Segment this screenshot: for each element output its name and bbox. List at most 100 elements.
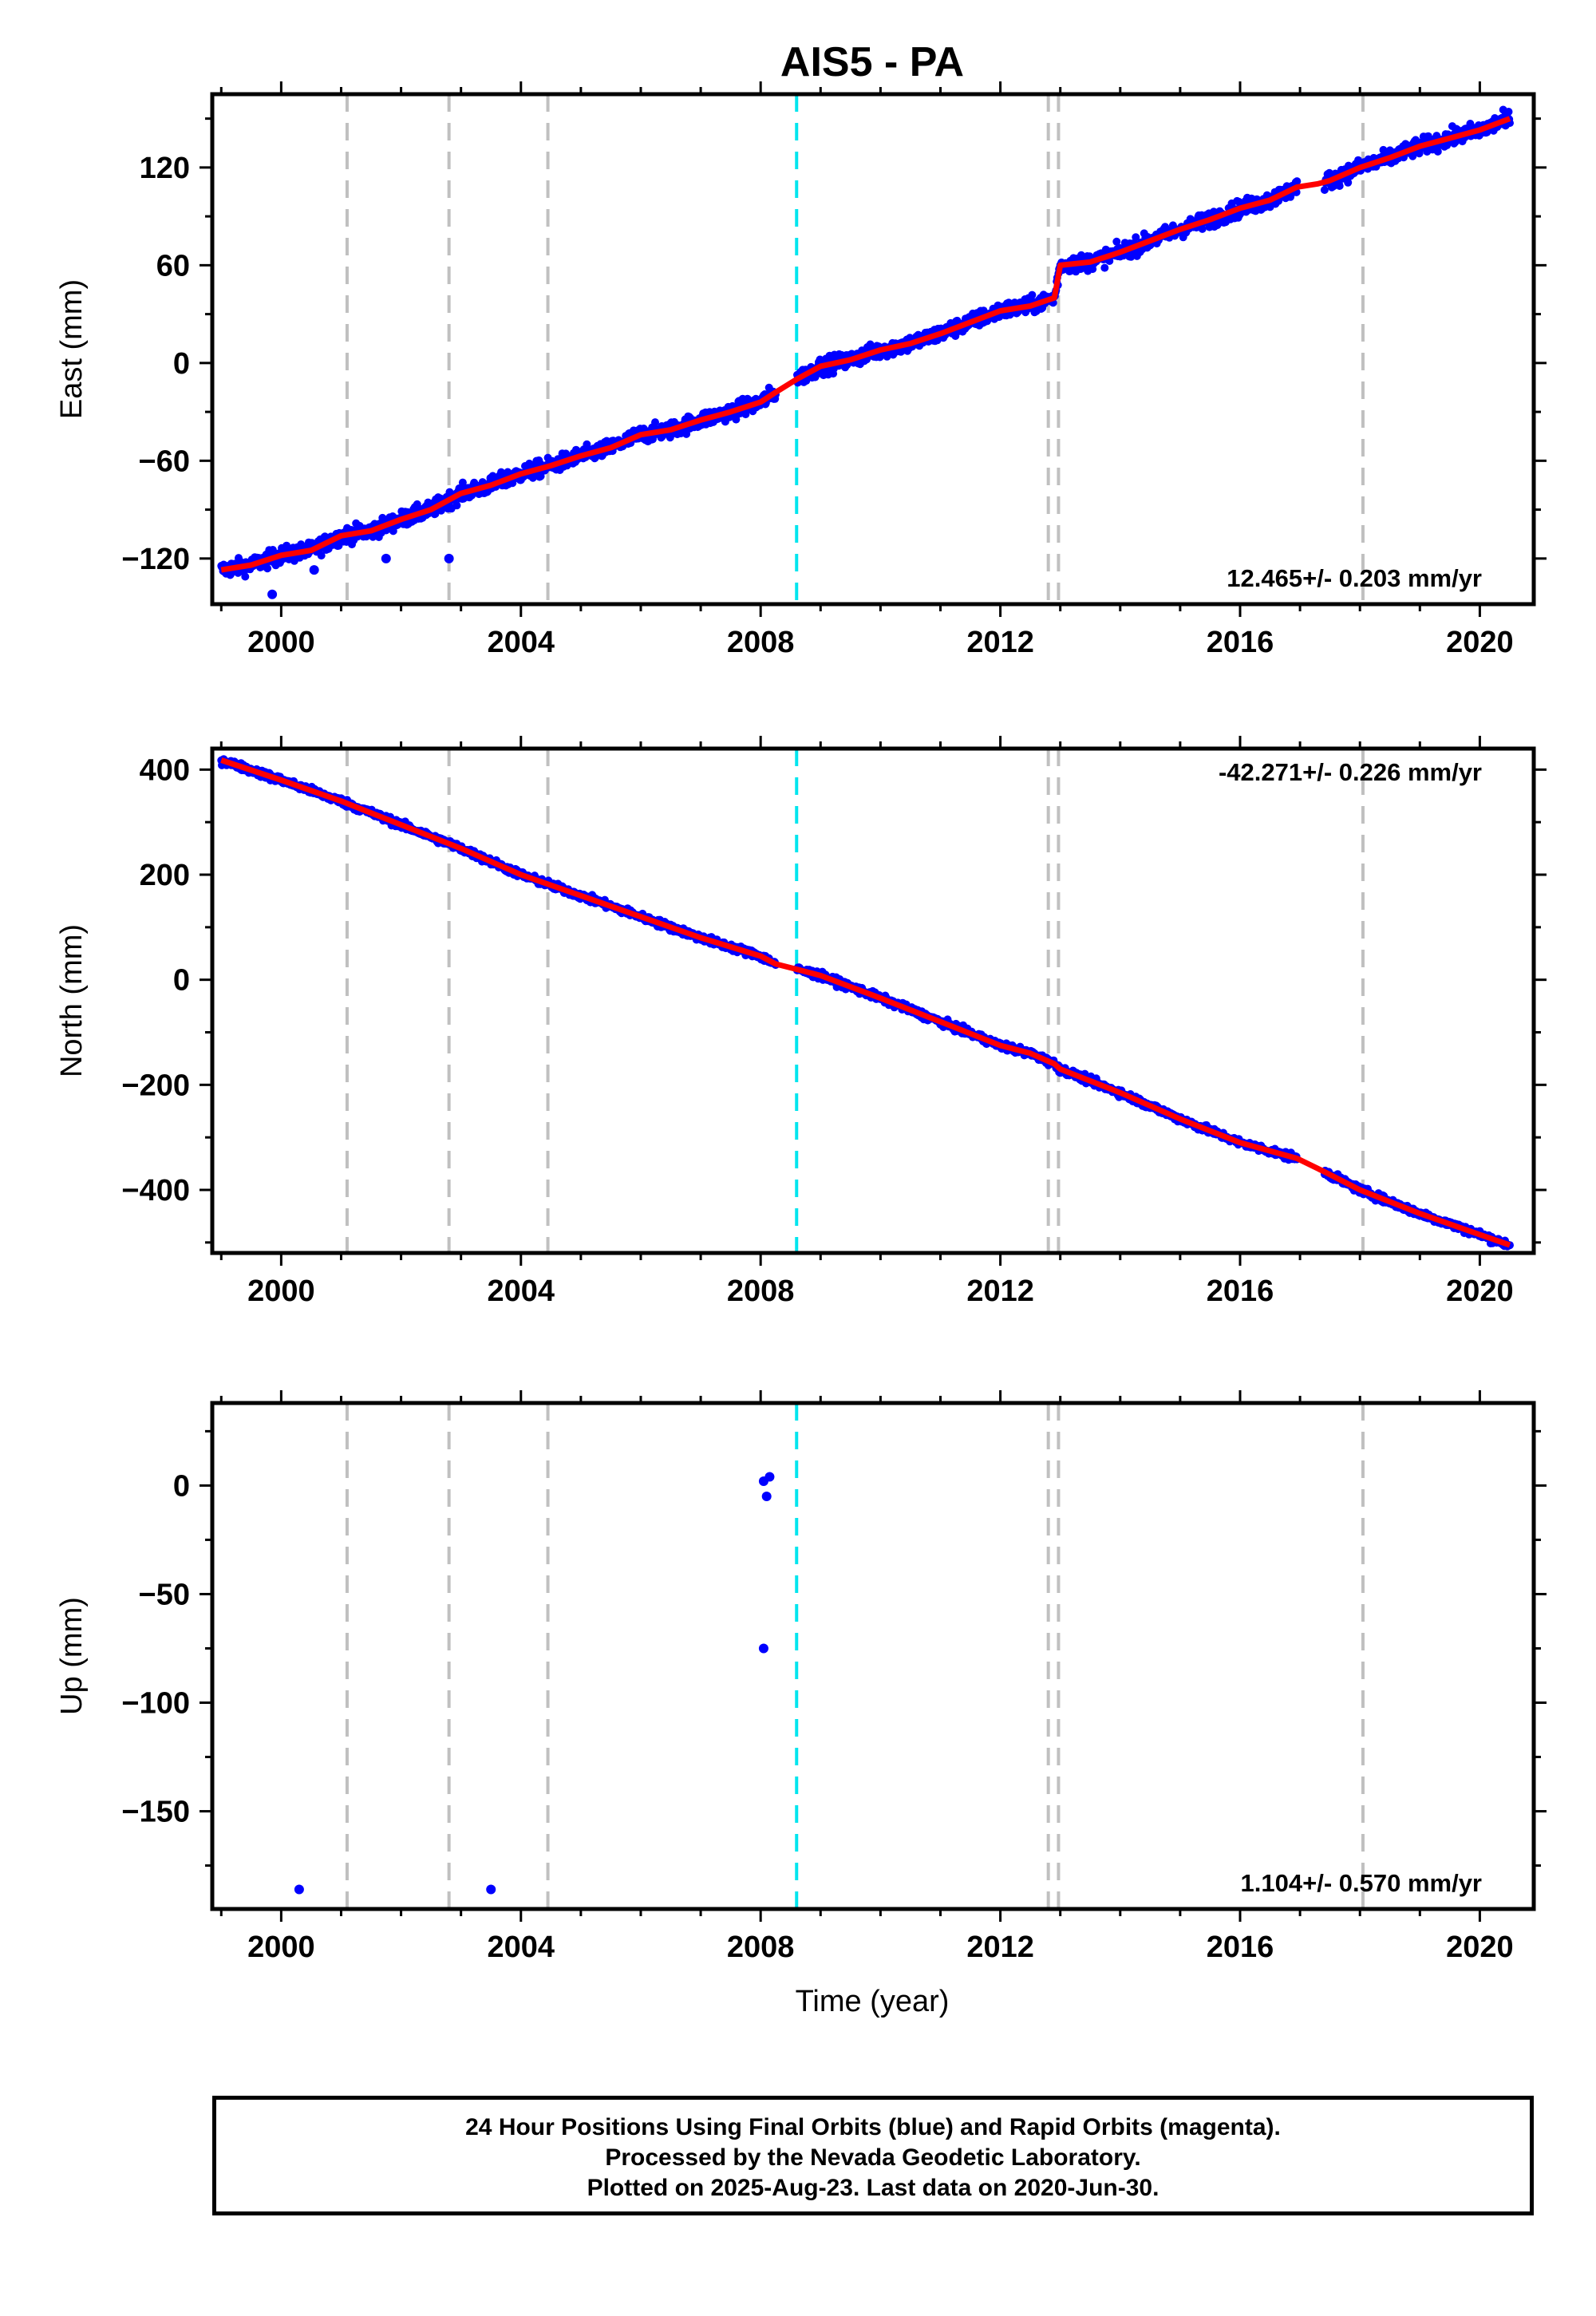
- data-point: [610, 0, 618, 4]
- data-point: [584, 0, 592, 4]
- data-point: [357, 0, 365, 4]
- data-point: [1344, 178, 1353, 187]
- data-point: [568, 0, 576, 4]
- data-point: [555, 0, 563, 4]
- data-point: [1198, 224, 1207, 233]
- data-point: [263, 0, 271, 4]
- data-point: [428, 0, 436, 4]
- data-point: [219, 0, 227, 4]
- data-point: [569, 0, 577, 4]
- data-point: [273, 0, 281, 4]
- data-point: [487, 0, 495, 4]
- data-point: [574, 0, 582, 4]
- data-point: [484, 0, 492, 4]
- data-point: [275, 0, 282, 4]
- data-point: [310, 0, 318, 4]
- data-point: [442, 0, 450, 4]
- data-point: [468, 0, 476, 4]
- data-point: [387, 0, 395, 4]
- data-point: [241, 0, 249, 4]
- data-point: [340, 0, 348, 4]
- data-point: [446, 0, 454, 4]
- data-point: [525, 0, 533, 4]
- data-point: [359, 0, 367, 4]
- data-point: [295, 0, 303, 4]
- data-point: [236, 0, 244, 4]
- data-point: [509, 0, 517, 4]
- y-axis-label: North (mm): [55, 924, 89, 1077]
- data-point: [231, 0, 239, 4]
- data-point: [419, 0, 427, 4]
- data-point: [494, 0, 502, 4]
- data-point: [377, 0, 385, 4]
- data-point: [542, 0, 550, 4]
- data-point: [338, 0, 346, 4]
- data-point: [245, 0, 253, 4]
- data-point: [429, 0, 437, 4]
- data-point: [452, 501, 461, 510]
- data-point: [523, 0, 531, 4]
- data-point: [318, 0, 326, 4]
- data-point: [408, 0, 416, 4]
- data-point: [590, 0, 598, 4]
- data-point: [367, 0, 375, 4]
- data-point: [527, 0, 535, 4]
- data-point: [581, 0, 589, 4]
- data-point: [557, 0, 565, 4]
- data-point: [572, 0, 580, 4]
- data-point: [377, 0, 385, 4]
- data-point: [560, 0, 568, 4]
- data-point: [294, 0, 302, 4]
- data-point: [334, 0, 342, 4]
- y-tick-label: −400: [121, 1174, 190, 1207]
- data-point: [219, 0, 227, 4]
- data-point: [315, 0, 323, 4]
- data-point: [533, 0, 541, 4]
- data-point: [246, 0, 254, 4]
- data-point: [333, 0, 341, 4]
- data-point: [338, 0, 346, 4]
- data-point: [426, 0, 434, 4]
- data-point: [378, 0, 386, 4]
- data-point: [516, 0, 523, 4]
- data-point: [544, 0, 552, 4]
- data-point: [457, 0, 465, 4]
- data-point: [296, 0, 304, 4]
- data-point: [441, 0, 449, 4]
- data-point: [222, 0, 230, 4]
- data-point: [241, 0, 249, 4]
- data-point: [378, 0, 386, 4]
- data-point: [240, 0, 248, 4]
- data-point: [559, 0, 567, 4]
- data-point: [308, 0, 316, 4]
- data-point: [358, 0, 366, 4]
- data-point: [411, 0, 419, 4]
- data-point: [370, 0, 378, 4]
- data-point: [473, 0, 481, 4]
- data-point: [542, 0, 550, 4]
- data-point: [291, 0, 299, 4]
- data-point: [427, 0, 435, 4]
- data-point: [303, 0, 311, 4]
- data-point: [431, 0, 439, 4]
- data-point: [522, 0, 530, 4]
- data-point: [303, 0, 311, 4]
- data-point: [369, 0, 377, 4]
- data-point: [611, 0, 619, 4]
- data-point: [462, 0, 470, 4]
- data-point: [553, 0, 561, 4]
- data-point: [225, 0, 233, 4]
- panel-1: 2000 2004 2008 2012 2016 20204002000−200−400N…: [55, 736, 1547, 1308]
- data-point: [371, 0, 379, 4]
- data-point: [298, 0, 306, 4]
- data-point: [543, 0, 551, 4]
- data-point: [300, 0, 308, 4]
- data-point: [227, 0, 235, 4]
- data-point: [477, 0, 485, 4]
- data-point: [573, 0, 581, 4]
- data-point: [563, 0, 571, 4]
- data-point: [346, 0, 354, 4]
- data-point: [282, 0, 290, 4]
- data-point: [231, 0, 239, 4]
- data-point: [417, 0, 425, 4]
